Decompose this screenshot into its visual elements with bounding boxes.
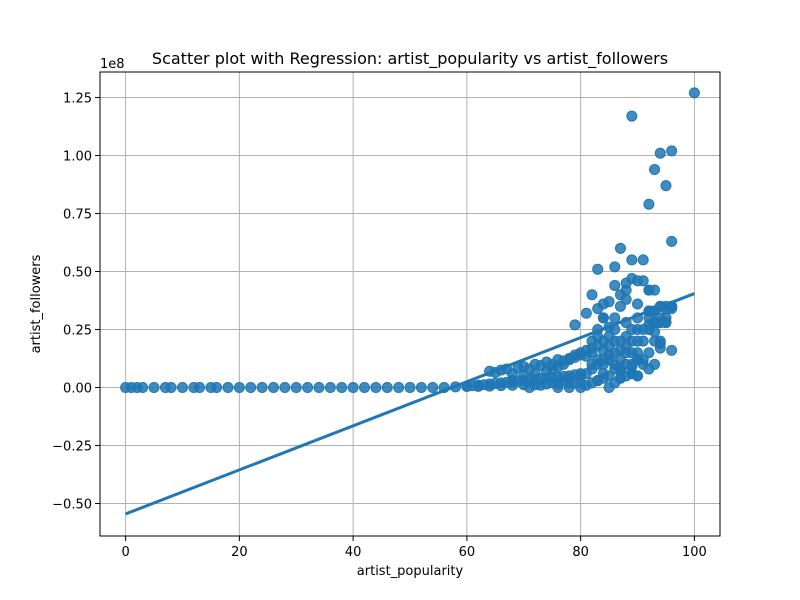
data-point (529, 368, 541, 380)
data-point (643, 198, 655, 210)
data-point (148, 382, 160, 394)
data-point (358, 382, 370, 394)
data-point (654, 342, 666, 354)
data-point (666, 235, 678, 247)
data-point (569, 319, 581, 331)
data-point (267, 382, 279, 394)
data-point (632, 298, 644, 310)
data-point (313, 382, 325, 394)
data-point (626, 110, 638, 122)
data-point (592, 263, 604, 275)
data-point (176, 382, 188, 394)
scatter-points (120, 87, 700, 394)
data-point (643, 284, 655, 296)
data-point (620, 293, 632, 305)
data-point (688, 87, 700, 99)
y-tick-label: −0.25 (52, 440, 92, 455)
y-tick-label: 0.50 (63, 266, 92, 281)
data-point (290, 382, 302, 394)
data-point (626, 254, 638, 266)
chart-title: Scatter plot with Regression: artist_pop… (152, 49, 668, 69)
data-point (165, 382, 177, 394)
data-point (632, 370, 644, 382)
data-point (614, 372, 626, 384)
data-point (637, 335, 649, 347)
data-point (609, 261, 621, 273)
data-point (324, 382, 336, 394)
data-point (580, 307, 592, 319)
plot-frame (99, 71, 721, 537)
regression-line-group (125, 292, 695, 516)
data-point (649, 326, 661, 338)
data-point (660, 180, 672, 192)
data-point (523, 382, 535, 394)
data-point (302, 382, 314, 394)
y-tick-label: 1.00 (63, 150, 92, 165)
x-tick-label: 100 (682, 545, 707, 560)
data-point (666, 145, 678, 157)
data-point (404, 382, 416, 394)
data-point (518, 370, 530, 382)
data-point (552, 382, 564, 394)
data-point (643, 347, 655, 359)
data-point (666, 344, 678, 356)
data-point (279, 382, 291, 394)
data-point (415, 382, 427, 394)
data-point (506, 375, 518, 387)
x-tick-label: 20 (231, 545, 248, 560)
y-tick-label: 0.25 (63, 324, 92, 339)
regression-line (125, 292, 695, 516)
x-tick-label: 0 (121, 545, 129, 560)
data-point (535, 379, 547, 391)
data-point (381, 382, 393, 394)
data-point (637, 275, 649, 287)
data-point (256, 382, 268, 394)
data-point (427, 382, 439, 394)
data-point (660, 317, 672, 329)
data-point (597, 312, 609, 324)
data-point (393, 382, 405, 394)
y-axis-label: artist_followers (29, 254, 44, 353)
x-axis-label: artist_popularity (357, 564, 464, 579)
data-point (637, 254, 649, 266)
data-point (609, 279, 621, 291)
y-tick-label: 0.00 (63, 382, 92, 397)
axis-ticks: 0 20 40 60 80 100 −0.50 −0.25 0.00 0.25 0.50 0.75 1.… (52, 92, 707, 560)
grid-lines (100, 72, 720, 536)
data-point (233, 382, 245, 394)
data-point (370, 382, 382, 394)
data-point (222, 382, 234, 394)
data-point (620, 284, 632, 296)
data-point (137, 382, 149, 394)
data-point (649, 163, 661, 175)
data-point (347, 382, 359, 394)
data-point (586, 289, 598, 301)
data-point (336, 382, 348, 394)
data-point (563, 382, 575, 394)
data-point (245, 382, 257, 394)
data-point (603, 296, 615, 308)
data-point (614, 242, 626, 254)
data-point (649, 358, 661, 370)
data-point (194, 382, 206, 394)
data-point (211, 382, 223, 394)
y-tick-label: −0.50 (52, 498, 92, 513)
y-tick-label: 0.75 (63, 208, 92, 223)
x-tick-label: 40 (345, 545, 362, 560)
x-tick-label: 80 (572, 545, 589, 560)
y-tick-label: 1.25 (63, 92, 92, 107)
y-offset-label: 1e8 (100, 57, 125, 72)
data-point (654, 147, 666, 159)
data-point (609, 312, 621, 324)
x-tick-label: 60 (459, 545, 476, 560)
